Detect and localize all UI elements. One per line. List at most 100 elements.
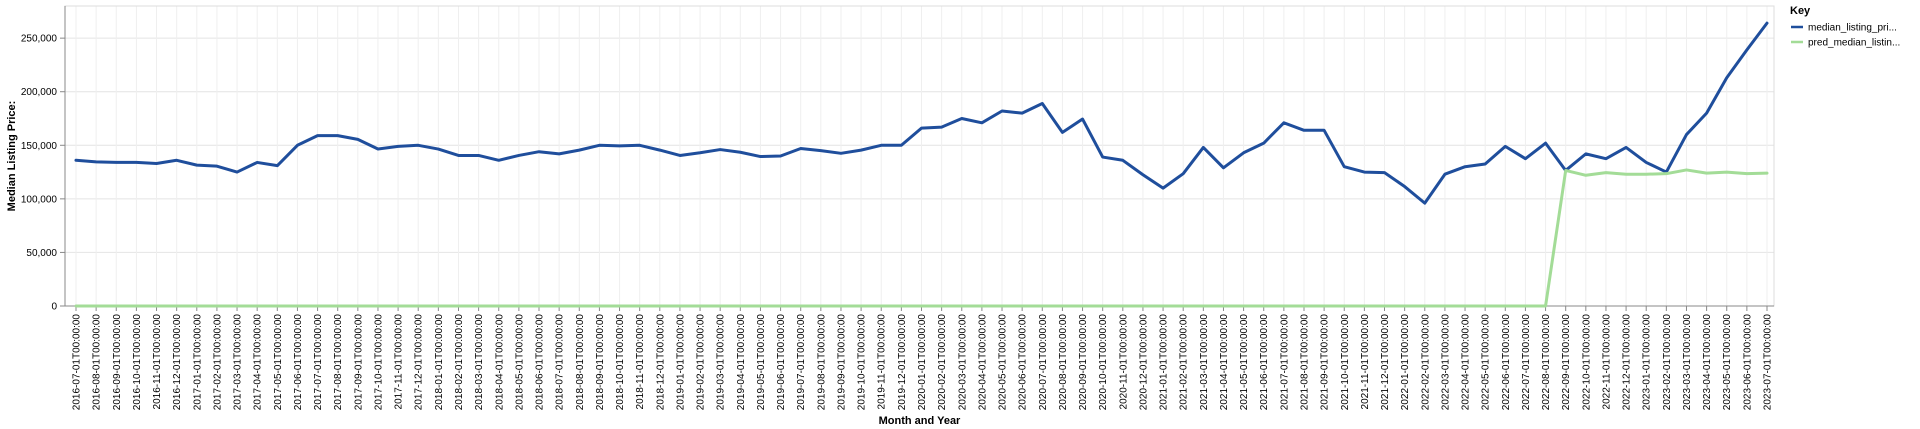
x-tick-label: 2017-07-01T00:00:00 [313,314,324,411]
x-tick-label: 2020-08-01T00:00:00 [1058,314,1069,411]
x-tick-label: 2019-07-01T00:00:00 [796,314,807,411]
x-tick-label: 2022-07-01T00:00:00 [1521,314,1532,411]
x-tick-label: 2017-12-01T00:00:00 [414,314,425,411]
x-tick-label: 2020-05-01T00:00:00 [998,314,1009,411]
x-tick-label: 2017-01-01T00:00:00 [192,314,203,411]
series-lines [74,21,1769,308]
x-tick-label: 2021-08-01T00:00:00 [1299,314,1310,411]
x-tick-label: 2020-07-01T00:00:00 [1038,314,1049,411]
x-tick-label: 2018-10-01T00:00:00 [615,314,626,411]
x-tick-label: 2022-06-01T00:00:00 [1501,314,1512,411]
x-tick-label: 2017-11-01T00:00:00 [394,314,405,410]
x-tick-label: 2018-09-01T00:00:00 [595,314,606,411]
series-line-0 [74,21,1769,205]
x-tick-label: 2017-09-01T00:00:00 [353,314,364,411]
x-tick-label: 2016-11-01T00:00:00 [152,314,163,410]
x-tick-label: 2020-03-01T00:00:00 [957,314,968,411]
x-tick-label: 2020-06-01T00:00:00 [1018,314,1029,411]
x-tick-label: 2020-10-01T00:00:00 [1098,314,1109,411]
x-tick-label: 2022-02-01T00:00:00 [1420,314,1431,411]
x-tick-label: 2021-02-01T00:00:00 [1179,314,1190,411]
x-tick-label: 2019-11-01T00:00:00 [877,314,888,410]
x-tick-label: 2018-07-01T00:00:00 [555,314,566,411]
x-tick-label: 2022-09-01T00:00:00 [1561,314,1572,411]
x-tick-label: 2021-10-01T00:00:00 [1340,314,1351,411]
grid [65,6,1774,307]
x-tick-label: 2023-05-01T00:00:00 [1722,314,1733,411]
x-tick-label: 2020-01-01T00:00:00 [917,314,928,411]
x-tick-label: 2017-04-01T00:00:00 [253,314,264,411]
x-tick-label: 2020-12-01T00:00:00 [1138,314,1149,411]
x-tick-label: 2017-03-01T00:00:00 [233,314,244,411]
legend-title: Key [1790,5,1811,17]
series-line-1 [74,168,1769,308]
x-tick-label: 2022-11-01T00:00:00 [1601,314,1612,410]
x-tick-label: 2022-01-01T00:00:00 [1400,314,1411,411]
x-tick-label: 2018-04-01T00:00:00 [494,314,505,411]
x-tick-label: 2017-02-01T00:00:00 [212,314,223,411]
x-tick-label: 2016-07-01T00:00:00 [72,314,83,411]
legend-label: pred_median_listin... [1808,38,1900,49]
y-tick-label: 50,000 [26,248,57,259]
x-tick-label: 2022-03-01T00:00:00 [1440,314,1451,411]
x-tick-label: 2023-01-01T00:00:00 [1642,314,1653,411]
legend-label: median_listing_pri... [1808,23,1897,34]
x-tick-label: 2019-05-01T00:00:00 [756,314,767,411]
x-tick-label: 2017-08-01T00:00:00 [333,314,344,411]
x-tick-label: 2016-09-01T00:00:00 [112,314,123,411]
x-tick-label: 2019-06-01T00:00:00 [776,314,787,411]
x-tick-label: 2022-12-01T00:00:00 [1622,314,1633,411]
y-tick-label: 100,000 [21,194,58,205]
x-tick-label: 2023-03-01T00:00:00 [1682,314,1693,411]
x-tick-label: 2023-06-01T00:00:00 [1742,314,1753,411]
x-tick-label: 2019-08-01T00:00:00 [816,314,827,411]
x-tick-label: 2023-02-01T00:00:00 [1662,314,1673,411]
x-tick-label: 2019-02-01T00:00:00 [696,314,707,411]
x-tick-label: 2018-02-01T00:00:00 [454,314,465,411]
x-tick-label: 2021-12-01T00:00:00 [1380,314,1391,411]
x-tick-label: 2018-06-01T00:00:00 [535,314,546,411]
axes: 0 50,000 100,000 150,000 200,000 250,000 2016-… [21,6,1774,410]
x-tick-label: 2019-03-01T00:00:00 [716,314,727,411]
x-tick-label: 2018-11-01T00:00:00 [635,314,646,410]
x-tick-label: 2023-04-01T00:00:00 [1702,314,1713,411]
x-tick-label: 2016-10-01T00:00:00 [132,314,143,411]
x-tick-label: 2021-04-01T00:00:00 [1219,314,1230,411]
x-tick-label: 2017-10-01T00:00:00 [373,314,384,411]
y-tick-label: 0 [51,302,57,313]
x-tick-label: 2018-01-01T00:00:00 [434,314,445,411]
y-axis-title: Median Listing Price: [6,101,18,212]
y-tick-label: 150,000 [21,141,58,152]
x-tick-label: 2018-03-01T00:00:00 [474,314,485,411]
x-tick-label: 2020-09-01T00:00:00 [1078,314,1089,411]
x-tick-label: 2019-12-01T00:00:00 [897,314,908,411]
plot-area [64,5,1775,307]
x-tick-label: 2022-04-01T00:00:00 [1461,314,1472,411]
legend: Key median_listing_pri... pred_median_lis… [1790,5,1900,49]
x-tick-label: 2017-05-01T00:00:00 [273,314,284,411]
x-tick-label: 2021-07-01T00:00:00 [1279,314,1290,411]
x-tick-label: 2021-06-01T00:00:00 [1259,314,1270,411]
x-tick-label: 2019-04-01T00:00:00 [736,314,747,411]
x-tick-label: 2022-08-01T00:00:00 [1541,314,1552,411]
y-tick-label: 200,000 [21,87,58,98]
x-axis-title: Month and Year [879,415,961,427]
x-tick-label: 2021-03-01T00:00:00 [1199,314,1210,411]
x-tick-label: 2018-08-01T00:00:00 [575,314,586,411]
x-tick-label: 2020-02-01T00:00:00 [937,314,948,411]
x-tick-label: 2019-10-01T00:00:00 [857,314,868,411]
x-tick-label: 2021-05-01T00:00:00 [1239,314,1250,411]
x-tick-label: 2017-06-01T00:00:00 [293,314,304,411]
x-tick-label: 2019-09-01T00:00:00 [836,314,847,411]
x-tick-label: 2021-09-01T00:00:00 [1320,314,1331,411]
x-tick-label: 2019-01-01T00:00:00 [675,314,686,411]
x-tick-label: 2023-07-01T00:00:00 [1763,314,1774,411]
y-tick-label: 250,000 [21,34,58,45]
x-tick-label: 2016-12-01T00:00:00 [172,314,183,411]
x-tick-label: 2022-10-01T00:00:00 [1581,314,1592,411]
x-tick-label: 2018-05-01T00:00:00 [514,314,525,411]
x-tick-label: 2021-01-01T00:00:00 [1159,314,1170,411]
x-tick-label: 2022-05-01T00:00:00 [1481,314,1492,411]
x-tick-label: 2018-12-01T00:00:00 [655,314,666,411]
